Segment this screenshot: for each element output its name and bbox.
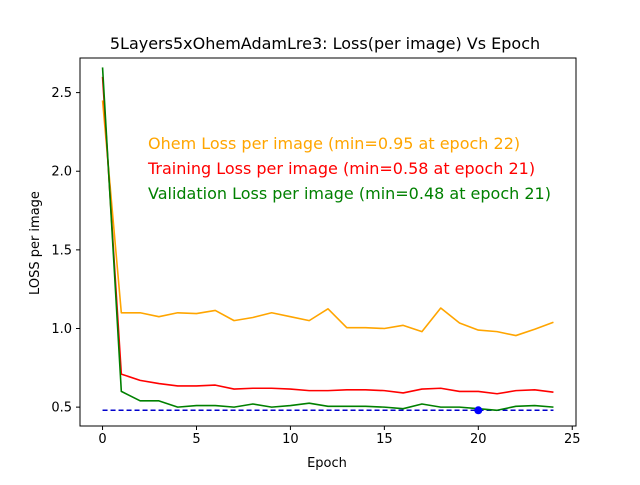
y-tick-label: 1.0 (51, 322, 72, 337)
y-tick-label: 1.5 (51, 243, 72, 258)
series-line-0 (101, 100, 554, 337)
axes-frame (79, 57, 577, 427)
legend: Ohem Loss per image (min=0.95 at epoch 2… (147, 134, 551, 203)
legend-entry-2: Validation Loss per image (min=0.48 at e… (148, 184, 551, 203)
y-tick-label: 2.0 (51, 165, 72, 180)
min-marker-dot (474, 406, 483, 415)
legend-entry-0: Ohem Loss per image (min=0.95 at epoch 2… (148, 134, 520, 153)
y-tick-label: 2.5 (51, 86, 72, 101)
y-axis-label: LOSS per image (28, 191, 43, 295)
chart-title: 5Layers5xOhemAdamLre3: Loss(per image) V… (110, 34, 540, 53)
x-tick-label: 15 (376, 432, 393, 447)
series-line-1 (101, 76, 554, 395)
x-tick-label: 10 (282, 432, 299, 447)
y-tick-label: 0.5 (51, 401, 72, 416)
plot-area: 0 5 10 15 20 25 0.5 1.0 1.5 2.0 2.5 (51, 57, 581, 447)
legend-entry-1: Training Loss per image (min=0.58 at epo… (147, 159, 535, 178)
x-tick-label: 25 (564, 432, 581, 447)
x-axis-label: Epoch (307, 456, 347, 471)
x-tick-label: 5 (192, 432, 200, 447)
x-tick-label: 20 (470, 432, 487, 447)
x-tick-label: 0 (98, 432, 106, 447)
